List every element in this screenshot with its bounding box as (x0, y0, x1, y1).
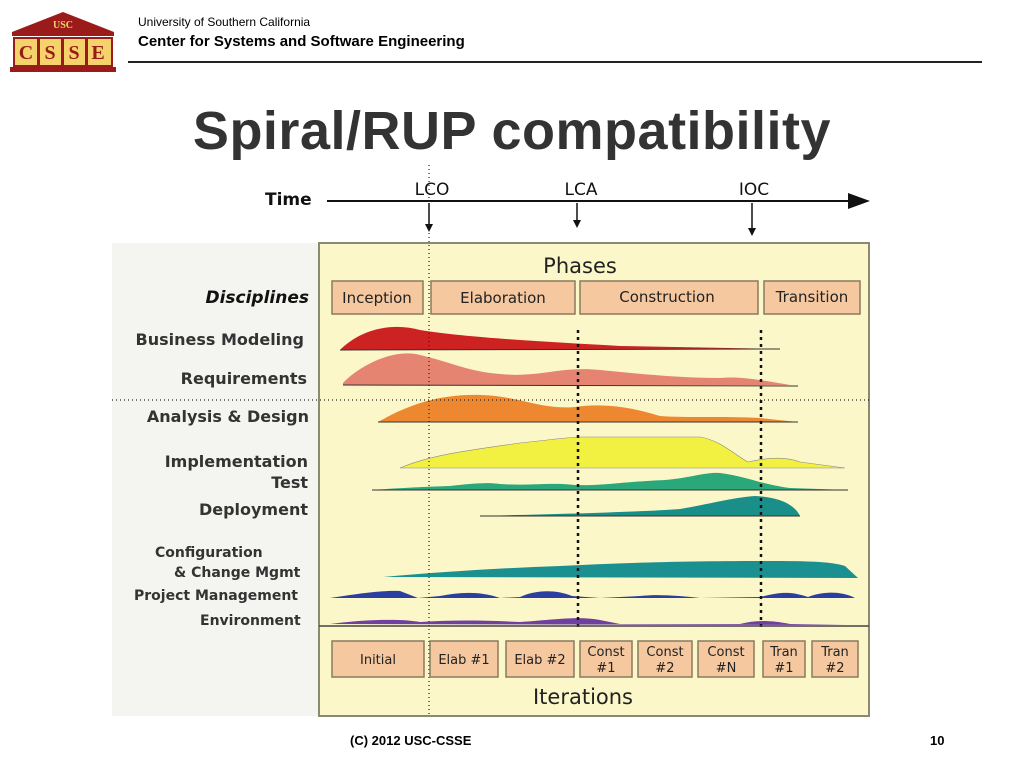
iteration-label: Const (587, 645, 624, 660)
phase-label-inception: Inception (342, 289, 412, 307)
milestone-lca-arrow-icon (573, 220, 581, 228)
iteration-elab-2 (505, 640, 575, 678)
center-name: Center for Systems and Software Engineer… (138, 33, 465, 50)
workload-environment (330, 618, 845, 625)
milestone-ioc-arrow-icon (748, 228, 756, 236)
milestone-lca: LCA (565, 180, 598, 200)
discipline-deployment: Deployment (199, 500, 308, 519)
iteration-const-2 (637, 640, 693, 678)
discipline-test: Test (271, 473, 308, 492)
workload-project-management (330, 590, 855, 598)
slide-title: Spiral/RUP compatibility (192, 101, 832, 161)
phase-box-elaboration (430, 280, 576, 315)
logo-letter: S (44, 42, 55, 64)
iteration-label: Elab #2 (514, 653, 565, 668)
iteration-tran-2 (811, 640, 859, 678)
iteration-label: Const (707, 645, 744, 660)
iteration-initial (331, 640, 425, 678)
slide-number: 10 (930, 733, 945, 748)
logo-letter: S (68, 42, 79, 64)
phase-box-construction (579, 280, 759, 315)
discipline-business-modeling: Business Modeling (136, 330, 304, 349)
logo-usc-text: USC (53, 20, 73, 31)
discipline-project-management: Project Management (134, 588, 298, 604)
header-divider (128, 61, 982, 63)
footer-copyright: (C) 2012 USC-CSSE (350, 733, 472, 748)
discipline-analysis-design: Analysis & Design (147, 407, 309, 426)
iteration-const-n (697, 640, 755, 678)
discipline-configuration-line1: Configuration (155, 545, 263, 561)
iteration-elab-1 (429, 640, 499, 678)
milestone-lco: LCO (415, 180, 450, 200)
workload-requirements (343, 353, 790, 385)
time-axis-arrow-icon (848, 193, 870, 209)
phases-title: Phases (543, 254, 617, 278)
phase-label-construction: Construction (619, 288, 715, 306)
workload-business-modeling (340, 326, 780, 350)
iteration-label: #2 (655, 661, 674, 676)
iteration-const-1 (579, 640, 633, 678)
milestone-lco-arrow-icon (425, 224, 433, 232)
discipline-configuration-line2: & Change Mgmt (174, 565, 301, 581)
iteration-tran-1 (762, 640, 806, 678)
workload-deployment (480, 496, 800, 516)
workload-test (372, 472, 848, 490)
time-label: Time (265, 190, 312, 210)
discipline-implementation: Implementation (165, 452, 308, 471)
disciplines-title: Disciplines (205, 288, 309, 308)
milestone-ioc: IOC (739, 180, 769, 200)
iteration-label: Initial (360, 653, 396, 668)
usc-csse-logo: USC C S S E (10, 12, 116, 72)
iteration-label: Tran (769, 645, 798, 660)
iteration-label: #N (716, 661, 737, 676)
university-name: University of Southern California (138, 15, 311, 29)
discipline-requirements: Requirements (181, 369, 307, 388)
iteration-label: Const (646, 645, 683, 660)
phase-label-transition: Transition (775, 288, 849, 306)
workload-implementation (399, 436, 846, 469)
phases-panel (318, 242, 870, 717)
iteration-label: #1 (774, 661, 793, 676)
iteration-label: #2 (825, 661, 844, 676)
iteration-label: Tran (820, 645, 849, 660)
logo-letter: C (19, 42, 33, 64)
workload-analysis-design (378, 394, 798, 422)
phase-box-transition (763, 280, 861, 315)
iterations-title: Iterations (533, 685, 633, 709)
workload-configuration (383, 561, 858, 578)
disciplines-background (112, 243, 322, 716)
iteration-label: #1 (596, 661, 615, 676)
iteration-label: Elab #1 (438, 653, 489, 668)
logo-letter: E (91, 42, 104, 64)
phase-label-elaboration: Elaboration (460, 289, 546, 307)
discipline-environment: Environment (200, 613, 301, 629)
phase-box-inception (331, 280, 424, 315)
